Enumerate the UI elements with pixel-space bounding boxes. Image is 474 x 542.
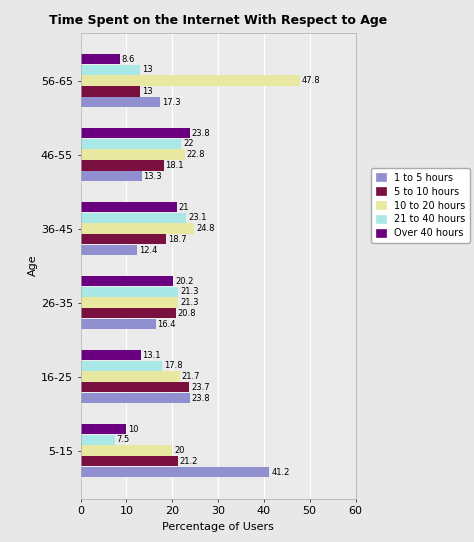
Text: 13: 13 [142, 87, 153, 96]
Text: 21: 21 [179, 203, 189, 211]
Text: 23.1: 23.1 [188, 214, 207, 222]
Text: 23.8: 23.8 [191, 393, 210, 403]
Bar [81, 298, 178, 308]
Text: 17.3: 17.3 [162, 98, 180, 107]
Text: 18.1: 18.1 [165, 161, 184, 170]
Text: 8.6: 8.6 [122, 55, 135, 63]
Bar [81, 467, 269, 477]
Bar [81, 128, 190, 138]
Text: 47.8: 47.8 [301, 76, 320, 85]
Bar [81, 276, 173, 286]
Bar [81, 223, 194, 234]
Bar [81, 139, 182, 149]
Bar [81, 435, 115, 445]
Text: 10: 10 [128, 424, 139, 434]
Title: Time Spent on the Internet With Respect to Age: Time Spent on the Internet With Respect … [49, 14, 387, 27]
Bar [81, 360, 162, 371]
Text: 21.3: 21.3 [180, 287, 199, 296]
Bar [81, 202, 177, 212]
Bar [81, 97, 160, 107]
Bar [81, 287, 178, 297]
Bar [81, 234, 166, 244]
Bar [81, 371, 180, 382]
Bar [81, 171, 142, 181]
Text: 21.2: 21.2 [180, 457, 198, 466]
Text: 13.3: 13.3 [143, 172, 162, 180]
Y-axis label: Age: Age [28, 255, 38, 276]
Bar [81, 245, 137, 255]
Bar [81, 308, 176, 319]
Text: 13.1: 13.1 [142, 351, 161, 359]
Bar [81, 319, 156, 329]
X-axis label: Percentage of Users: Percentage of Users [162, 522, 274, 532]
Bar [81, 350, 141, 360]
Text: 18.7: 18.7 [168, 235, 187, 244]
Legend: 1 to 5 hours, 5 to 10 hours, 10 to 20 hours, 21 to 40 hours, Over 40 hours: 1 to 5 hours, 5 to 10 hours, 10 to 20 ho… [371, 168, 470, 243]
Text: 21.3: 21.3 [180, 298, 199, 307]
Text: 13: 13 [142, 66, 153, 74]
Text: 7.5: 7.5 [117, 435, 130, 444]
Text: 23.8: 23.8 [191, 128, 210, 138]
Bar [81, 64, 140, 75]
Bar [81, 86, 140, 96]
Bar [81, 393, 190, 403]
Bar [81, 54, 120, 64]
Text: 41.2: 41.2 [271, 468, 290, 476]
Bar [81, 150, 185, 160]
Bar [81, 456, 178, 467]
Text: 24.8: 24.8 [196, 224, 215, 233]
Text: 12.4: 12.4 [139, 246, 157, 255]
Text: 17.8: 17.8 [164, 362, 182, 370]
Text: 22.8: 22.8 [187, 150, 205, 159]
Bar [81, 382, 189, 392]
Text: 23.7: 23.7 [191, 383, 210, 392]
Text: 20.2: 20.2 [175, 276, 193, 286]
Text: 20.8: 20.8 [178, 309, 196, 318]
Bar [81, 160, 164, 171]
Bar [81, 212, 186, 223]
Bar [81, 75, 300, 86]
Bar [81, 424, 127, 434]
Text: 21.7: 21.7 [182, 372, 201, 381]
Bar [81, 446, 172, 456]
Text: 22: 22 [183, 139, 194, 149]
Text: 20: 20 [174, 446, 184, 455]
Text: 16.4: 16.4 [157, 320, 176, 328]
